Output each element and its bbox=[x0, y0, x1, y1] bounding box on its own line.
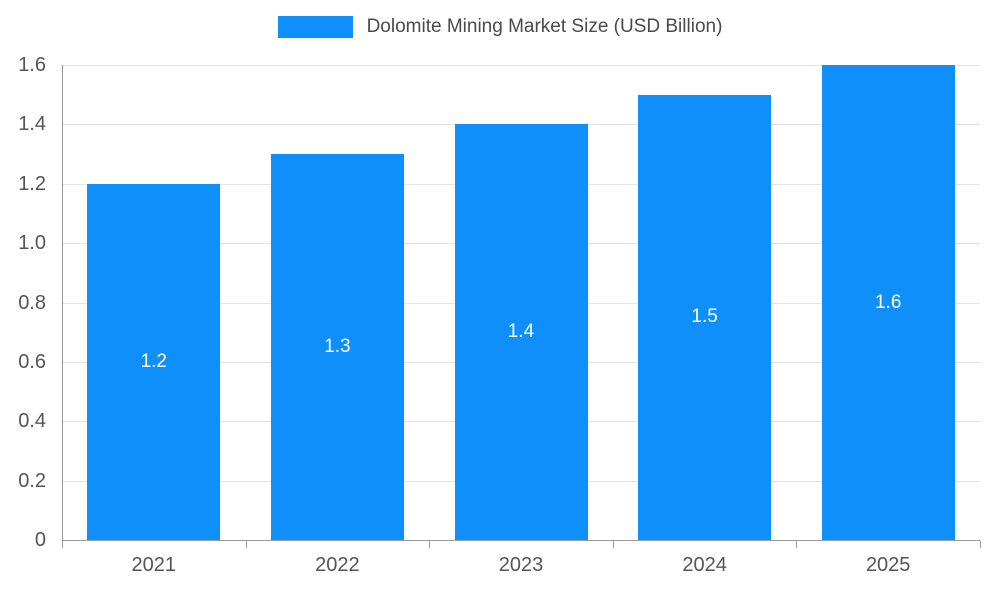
bar-2023: 1.4 bbox=[454, 124, 588, 540]
y-tick-label: 0 bbox=[34, 529, 46, 551]
x-axis-tick bbox=[245, 541, 247, 548]
y-tick-label: 0.6 bbox=[18, 350, 46, 373]
bar-2021: 1.2 bbox=[87, 183, 221, 540]
y-axis-labels: 0 0.2 0.4 0.6 0.8 1.0 1.2 1.4 1.6 bbox=[0, 54, 52, 551]
x-axis-tick bbox=[62, 541, 63, 548]
bar-value-label: 1.2 bbox=[140, 350, 167, 372]
x-tick-label: 2024 bbox=[682, 554, 727, 576]
x-axis-tick bbox=[429, 541, 431, 548]
x-axis-tick bbox=[612, 541, 614, 548]
y-axis-line bbox=[62, 65, 63, 541]
bar-value-label: 1.3 bbox=[324, 336, 351, 358]
chart-title: Dolomite Mining Market Size (USD Billion… bbox=[366, 16, 723, 37]
y-tick-label: 0.4 bbox=[18, 410, 46, 433]
x-axis-tick bbox=[796, 541, 798, 548]
x-axis-line bbox=[62, 540, 980, 541]
bar-2024: 1.5 bbox=[638, 94, 772, 540]
bar-2022: 1.3 bbox=[270, 154, 404, 540]
bar-2025: 1.6 bbox=[821, 65, 955, 540]
x-tick-label: 2022 bbox=[315, 554, 360, 576]
y-tick-label: 0.8 bbox=[18, 291, 46, 314]
bar-value-label: 1.5 bbox=[691, 306, 718, 328]
bar-value-label: 1.4 bbox=[507, 321, 535, 343]
legend: Dolomite Mining Market Size (USD Billion… bbox=[0, 16, 1000, 38]
y-tick-label: 1.6 bbox=[18, 54, 46, 76]
plot-area: 1.2 1.3 1.4 1.5 1.6 bbox=[62, 65, 980, 540]
x-tick-label: 2025 bbox=[865, 554, 911, 576]
x-axis-labels: 2021 2022 2023 2024 2025 bbox=[62, 554, 980, 588]
x-axis-tick bbox=[980, 541, 981, 548]
bar-value-label: 1.6 bbox=[874, 291, 902, 313]
x-tick-label: 2021 bbox=[131, 554, 177, 576]
gridline bbox=[62, 65, 980, 66]
y-tick-label: 1.0 bbox=[18, 232, 46, 255]
y-tick-label: 1.4 bbox=[18, 113, 46, 136]
legend-swatch bbox=[277, 16, 353, 38]
y-tick-label: 1.2 bbox=[18, 172, 46, 195]
x-tick-label: 2023 bbox=[498, 554, 544, 576]
y-tick-label: 0.2 bbox=[18, 469, 46, 492]
